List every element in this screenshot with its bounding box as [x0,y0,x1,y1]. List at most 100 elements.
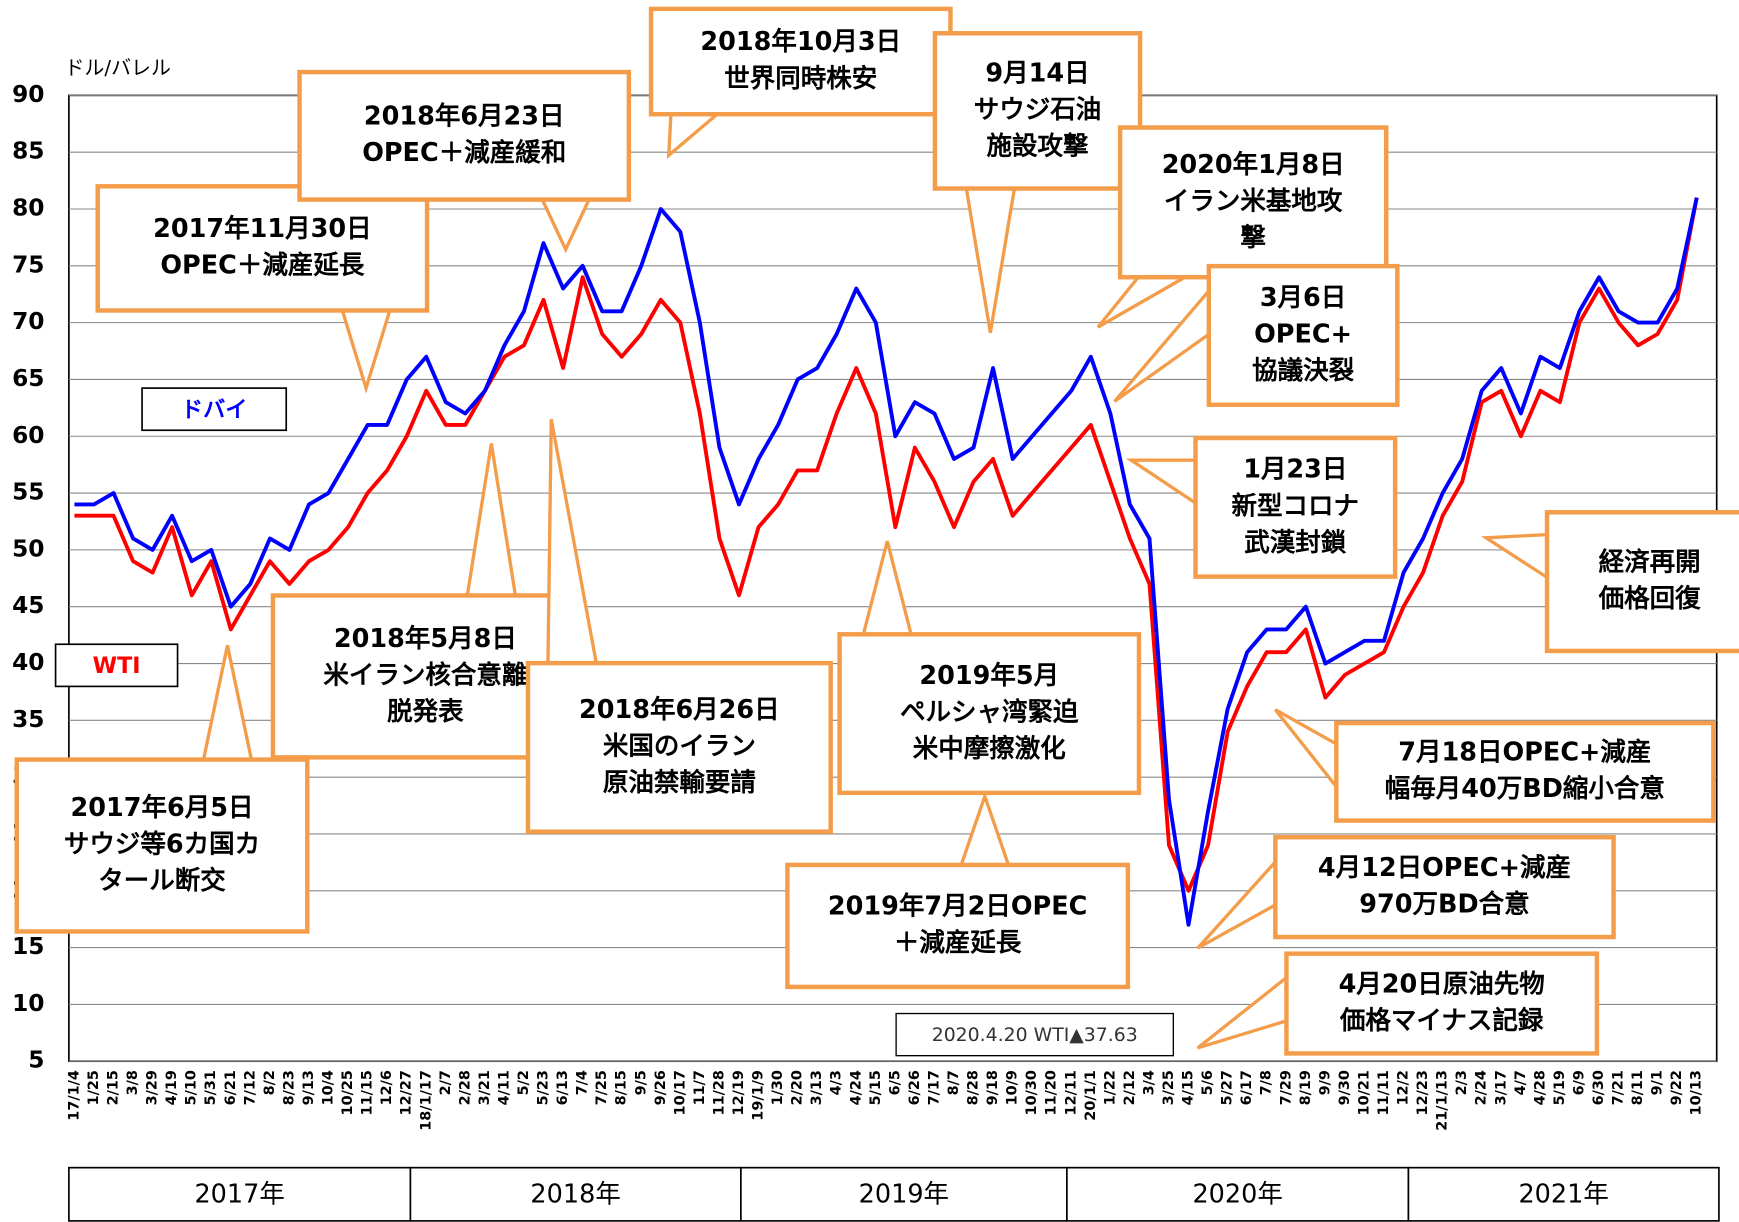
x-tick-label: 10/9 [1005,1070,1021,1105]
x-tick-label: 10/4 [321,1070,337,1105]
callout-text: 2019年5月 [919,661,1059,691]
x-tick-label: 4/3 [829,1070,845,1095]
callout-text: 幅毎月40万BD縮小合意 [1385,774,1665,804]
legend-label: WTI [93,653,141,679]
callout-text: 価格回復 [1598,584,1702,614]
callout-box [14,757,310,934]
x-tick-label: 6/5 [887,1070,903,1095]
y-axis-unit: ドル/バレル [64,55,171,79]
x-tick-label: 8/11 [1630,1070,1646,1105]
callout-text: 価格マイナス記録 [1339,1006,1544,1036]
x-tick-label: 1/25 [86,1070,102,1105]
y-tick-label: 75 [12,251,44,278]
callout-text: イラン米基地攻 [1164,186,1343,216]
x-tick-label: 5/19 [1552,1070,1568,1105]
callout-text: 武漢封鎖 [1244,528,1347,558]
x-tick-label: 8/28 [966,1070,982,1105]
y-tick-label: 35 [12,706,44,733]
line-series [74,197,1699,927]
x-tick-label: 9/26 [653,1070,669,1105]
x-tick-label: 4/19 [164,1070,180,1105]
callout-text: 2018年6月26日 [579,695,780,725]
x-tick-label: 18/1/17 [418,1070,434,1131]
x-tick-label: 11/28 [711,1070,727,1115]
x-tick-label: 2/12 [1122,1070,1138,1105]
callout-text: 9月14日 [985,58,1089,88]
x-tick-label: 9/9 [1317,1070,1333,1095]
x-tick-label: 12/27 [399,1070,415,1115]
x-tick-label: 4/15 [1181,1070,1197,1105]
x-tick-label: 6/13 [555,1070,571,1105]
callout-text: 4月20日原油先物 [1339,969,1545,999]
year-label: 2021年 [1518,1179,1608,1209]
y-tick-label: 5 [28,1047,44,1074]
x-tick-label: 7/12 [242,1070,258,1105]
x-tick-label: 7/4 [575,1070,591,1095]
x-tick-label: 12/6 [379,1070,395,1105]
callout-text: タール断交 [98,866,226,896]
x-tick-label: 7/21 [1611,1070,1627,1105]
callout-box [1273,834,1616,940]
x-tick-label: 3/29 [145,1070,161,1105]
x-tick-label: 5/27 [1220,1070,1236,1105]
x-tick-label: 4/24 [848,1070,864,1105]
callout-box [525,660,833,834]
x-tick-label: 17/1/4 [66,1070,82,1121]
x-tick-label: 7/8 [1259,1070,1275,1095]
callout-box [648,6,953,117]
callout-text: 世界同時株安 [724,64,877,94]
callout-box [95,184,430,313]
y-tick-label: 65 [12,365,44,392]
y-tick-label: 70 [12,308,44,335]
callout-text: 2017年6月5日 [71,793,254,823]
y-tick-label: 15 [12,933,44,960]
callout-text: 2019年7月2日OPEC [828,892,1087,922]
legend-box [141,387,288,432]
callout-text: サウジ等6カ国カ [64,830,260,860]
x-tick-label: 9/30 [1337,1070,1353,1105]
x-tick-label: 3/13 [809,1070,825,1105]
year-cell [409,1166,742,1222]
x-tick-label: 8/2 [262,1070,278,1095]
callout-text: 施設攻撃 [986,131,1089,161]
callout-text: 脱発表 [387,697,464,727]
x-tick-label: 5/6 [1200,1070,1216,1095]
callout-text: 米国のイラン [603,731,756,761]
x-tick-label: 12/19 [731,1070,747,1115]
y-tick-label: 40 [12,649,44,676]
x-tick-label: 9/5 [633,1070,649,1095]
y-tick-label: 10 [12,990,44,1017]
x-tick-label: 5/31 [203,1070,219,1105]
x-tick-label: 6/26 [907,1070,923,1105]
callout-text: 協議決裂 [1252,356,1355,386]
y-tick-label: 80 [12,194,44,221]
callout-text: 3月6日 [1260,283,1347,313]
x-tick-label: 3/8 [125,1070,141,1095]
x-tick-label: 4/28 [1532,1070,1548,1105]
legend-label: ドバイ [181,397,247,423]
callout-box [1284,951,1600,1056]
x-tick-label: 5/15 [868,1070,884,1105]
legend-box [54,643,179,688]
callout-text: 970万BD合意 [1359,889,1529,919]
x-tick-label: 12/23 [1415,1070,1431,1115]
y-tick-label: 60 [12,422,44,449]
line-series [74,197,1699,893]
callout-box [1193,435,1398,579]
x-tick-label: 8/15 [614,1070,630,1105]
callout-text: 撃 [1240,223,1266,253]
x-tick-label: 11/20 [1044,1070,1060,1115]
callout-text: OPEC＋減産緩和 [362,138,566,168]
callout-text: ペルシャ湾緊迫 [900,698,1079,728]
x-tick-label: 19/1/9 [751,1070,767,1121]
x-tick-label: 7/29 [1278,1070,1294,1105]
year-cell [1066,1166,1410,1222]
callout-box [932,31,1143,191]
x-tick-label: 2/15 [106,1070,122,1105]
callout-text: 2017年11月30日 [153,214,371,244]
y-tick-label: 90 [12,81,44,108]
x-tick-label: 11/15 [360,1070,376,1115]
callout-box [1117,125,1389,280]
x-tick-label: 10/21 [1356,1070,1372,1115]
